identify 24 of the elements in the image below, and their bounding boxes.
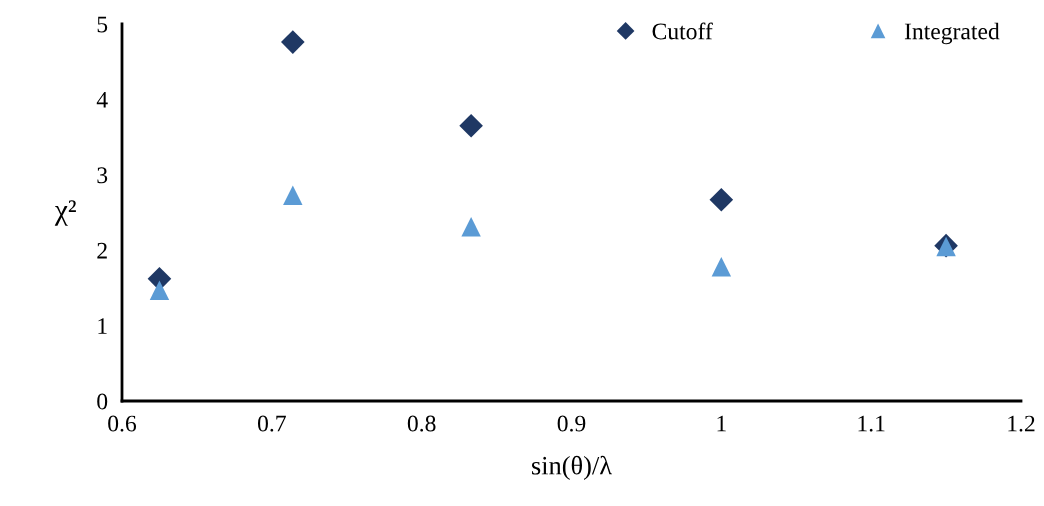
x-tick-label: 1.1 bbox=[858, 415, 885, 432]
point bbox=[281, 30, 305, 54]
y-tick-label: 3 bbox=[97, 167, 108, 184]
point bbox=[149, 280, 170, 300]
x-tick-label: 1 bbox=[717, 415, 726, 432]
point bbox=[461, 217, 481, 237]
legend-label: Integrated bbox=[904, 22, 1000, 45]
y-tick-label: 2 bbox=[97, 242, 107, 259]
legend-label: Cutoff bbox=[652, 22, 713, 40]
y-tick-label: 5 bbox=[97, 16, 108, 33]
point bbox=[711, 257, 732, 277]
y-tick-label: 0 bbox=[97, 393, 108, 410]
point bbox=[459, 113, 483, 138]
x-tick-label: 0.9 bbox=[557, 415, 586, 432]
y-tick-label: 1 bbox=[98, 318, 107, 334]
y-axis-title: χ² bbox=[54, 200, 76, 226]
x-axis-title: sin(θ)/λ bbox=[532, 455, 612, 480]
y-tick-label: 4 bbox=[96, 92, 108, 108]
x-tick-label: 0.6 bbox=[108, 415, 137, 432]
x-tick-label: 0.8 bbox=[407, 415, 436, 432]
point bbox=[709, 187, 734, 212]
x-tick-label: 0.7 bbox=[257, 415, 286, 432]
x-tick-label: 1.2 bbox=[1008, 415, 1035, 432]
point bbox=[283, 185, 303, 205]
